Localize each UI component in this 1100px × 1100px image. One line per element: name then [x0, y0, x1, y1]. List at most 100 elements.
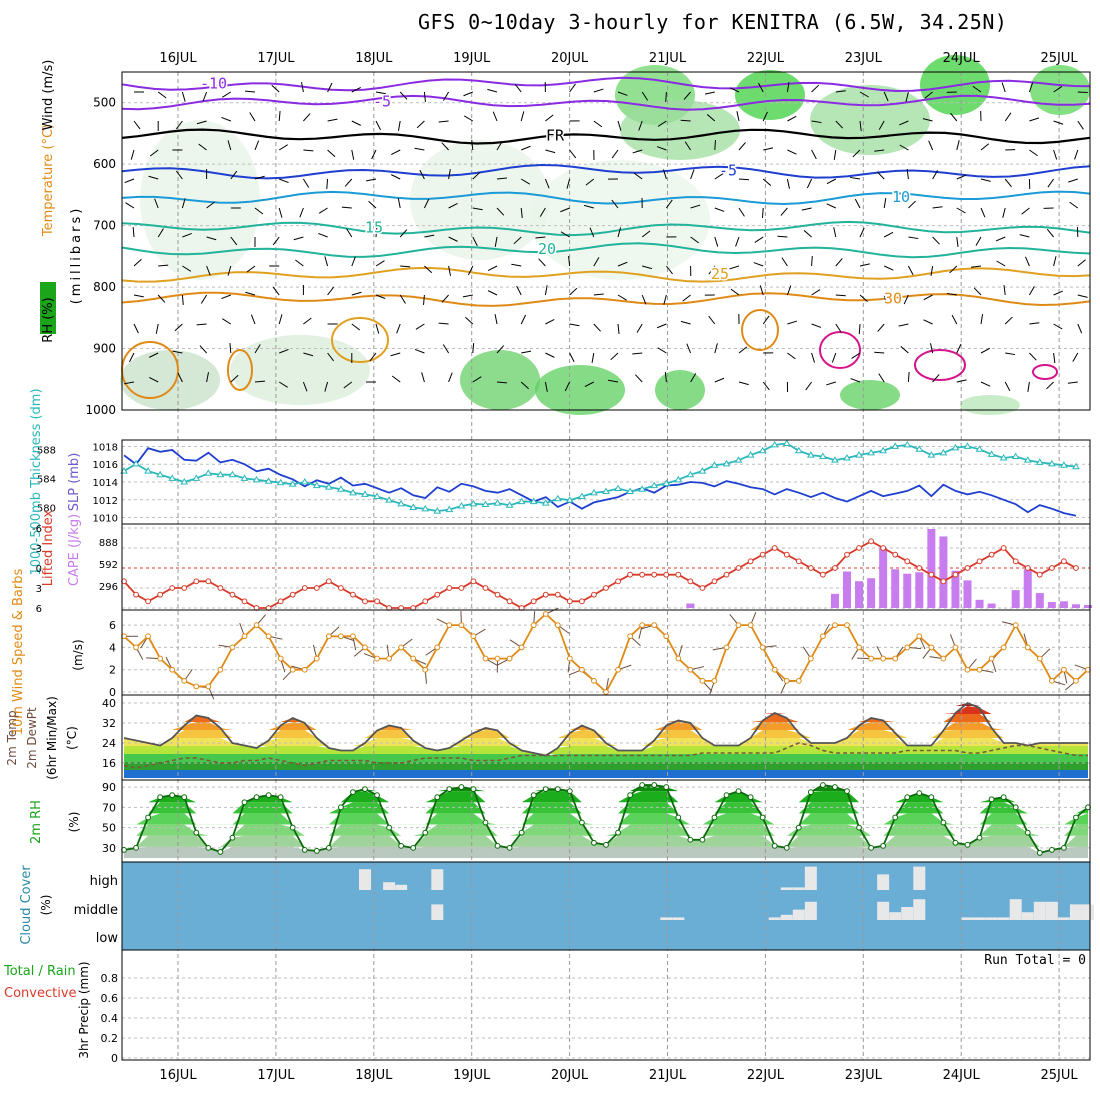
temp-band — [124, 746, 1088, 754]
wind-barb — [898, 120, 909, 126]
temp-tick-label: 24 — [102, 737, 116, 750]
cloud-bar-middle — [672, 917, 685, 920]
wind-barb — [462, 294, 473, 298]
wind-barb — [496, 177, 507, 180]
lifted-index-line-point — [1048, 565, 1055, 571]
ylabel-rh-2m: 2m RH — [29, 800, 44, 844]
lifted-index-line-point — [362, 598, 368, 605]
thickness-line-point — [698, 467, 707, 474]
isotherm-label: FR — [546, 127, 565, 145]
warm-contour — [1032, 364, 1058, 380]
wind-barb — [928, 140, 934, 151]
lifted-index-line-point — [723, 571, 730, 578]
wind-barb — [811, 255, 813, 267]
wind-barb — [1053, 290, 1064, 296]
rh-line-point — [325, 844, 332, 851]
lifted-index-line-point — [1024, 565, 1031, 571]
lifted-index-line-point — [639, 571, 646, 578]
wind-barb — [246, 265, 256, 273]
thickness-line-point — [565, 496, 574, 503]
wind-barb — [617, 91, 628, 96]
isotherm-label: 10 — [892, 188, 910, 206]
wind-barb — [303, 149, 314, 152]
wind-barb — [980, 207, 986, 218]
wind-barb — [399, 229, 408, 238]
isotherm-label: -5 — [373, 93, 391, 111]
cloud-bar-middle — [792, 909, 805, 920]
wind-barb — [859, 294, 868, 302]
wind-barb — [351, 87, 361, 93]
wind-barb — [1001, 82, 1006, 93]
rh-line-point — [506, 844, 513, 851]
wind-speed-line-point — [458, 622, 465, 629]
legend-convective: Convective — [4, 986, 77, 1001]
wind-barb — [899, 144, 909, 151]
rh-band — [124, 835, 1088, 847]
wind-speed-line-point — [699, 677, 706, 684]
rh-line-point — [651, 782, 658, 788]
thickness-line-point — [578, 492, 586, 500]
wind-barb — [222, 91, 232, 98]
isotherm-label: 15 — [365, 219, 383, 237]
rh-line-point — [482, 819, 489, 826]
wind-barb — [520, 314, 527, 325]
wind-barb — [448, 372, 453, 383]
wind-barb — [1053, 352, 1056, 363]
temp-band — [124, 762, 1088, 770]
wind-speed-line-point — [591, 677, 597, 684]
ylabel-slp: SLP (mb) — [67, 453, 82, 512]
wind-barb — [763, 147, 774, 151]
wind-barb — [492, 111, 498, 122]
lifted-index-line-point — [868, 538, 874, 545]
cape-bar — [1059, 601, 1068, 608]
wind-barb — [635, 374, 643, 383]
lifted-index-line-point — [964, 565, 971, 571]
wind-barb — [956, 207, 966, 214]
wind-barb — [279, 348, 289, 354]
wind-barb — [327, 82, 333, 93]
wind-barb — [878, 120, 885, 130]
wind-barb — [133, 294, 144, 298]
cape-tick-label: 888 — [99, 538, 118, 549]
wind-barb — [206, 201, 215, 209]
rh-line-point — [1000, 794, 1007, 801]
lifted-index-line-point — [579, 598, 585, 605]
rh-line-point — [940, 819, 947, 826]
day-label-top: 23JUL — [845, 51, 883, 66]
wind-barb — [708, 315, 716, 325]
rh-line-point — [807, 789, 814, 796]
rh-line-point — [446, 786, 453, 792]
rh-tick-label: 50 — [102, 822, 116, 835]
day-label-top: 21JUL — [649, 51, 687, 66]
panel-frame-wind — [121, 609, 1091, 696]
warm-contour — [331, 317, 389, 363]
cape-bar — [1084, 605, 1092, 608]
wind-barb — [397, 198, 401, 209]
thickness-line-point — [1035, 458, 1044, 465]
wind-speed-line-point — [386, 655, 393, 662]
rh-line-point — [350, 789, 356, 796]
pressure-tick-label: 800 — [93, 280, 116, 294]
day-label-top: 25JUL — [1041, 51, 1079, 66]
wind-barb — [883, 265, 894, 271]
li-tick-label: 3 — [36, 584, 42, 595]
thickness-tick-label: 580 — [37, 503, 56, 514]
wind-barb — [657, 347, 667, 354]
thickness-line-point — [156, 470, 165, 478]
slp-tick-label: 1016 — [93, 460, 118, 471]
wind-barb — [608, 379, 619, 383]
wind-barb — [833, 149, 837, 160]
thickness-line-point — [879, 446, 888, 454]
wind-barb — [617, 294, 627, 301]
wind-barb — [883, 91, 889, 102]
thickness-line-point — [590, 488, 598, 496]
wind-barb — [714, 139, 716, 151]
wind-barb — [416, 120, 425, 129]
lifted-index-line-point — [554, 591, 561, 598]
wind-barb — [278, 110, 281, 122]
wind-speed-line-point — [771, 666, 778, 673]
wind-barb — [390, 352, 401, 357]
thickness-line-point — [674, 475, 683, 483]
wind-speed-line-point — [832, 622, 838, 629]
lifted-index-line-point — [988, 551, 995, 558]
